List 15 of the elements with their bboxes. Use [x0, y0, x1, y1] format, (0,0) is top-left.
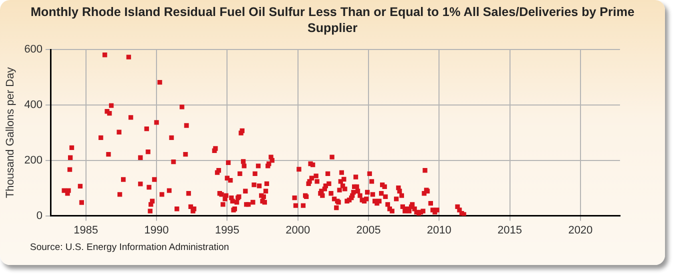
x-tick-label: 1990 [144, 224, 169, 236]
chart-title: Monthly Rhode Island Residual Fuel Oil Sulfur Less Than or Equal to 1% All Sales/Deliveries by Prime Supplier [30, 4, 636, 36]
x-tick-label: 2005 [356, 224, 381, 236]
y-tick-label: 400 [24, 99, 43, 112]
x-tick-label: 2010 [426, 224, 452, 236]
x-tick-label: 1985 [74, 224, 98, 236]
source-note: Source: U.S. Energy Information Administration [30, 242, 230, 253]
x-tick-label: 1995 [214, 224, 240, 236]
y-tick-label: 0 [36, 210, 43, 222]
x-tick-label: 2020 [568, 224, 593, 236]
x-tick-label: 2015 [498, 224, 522, 236]
x-tick-label: 2000 [286, 224, 310, 236]
y-tick-label: 600 [24, 44, 43, 56]
y-axis-title: Thousand Gallons per Day [4, 66, 17, 198]
y-tick-label: 200 [24, 154, 43, 166]
